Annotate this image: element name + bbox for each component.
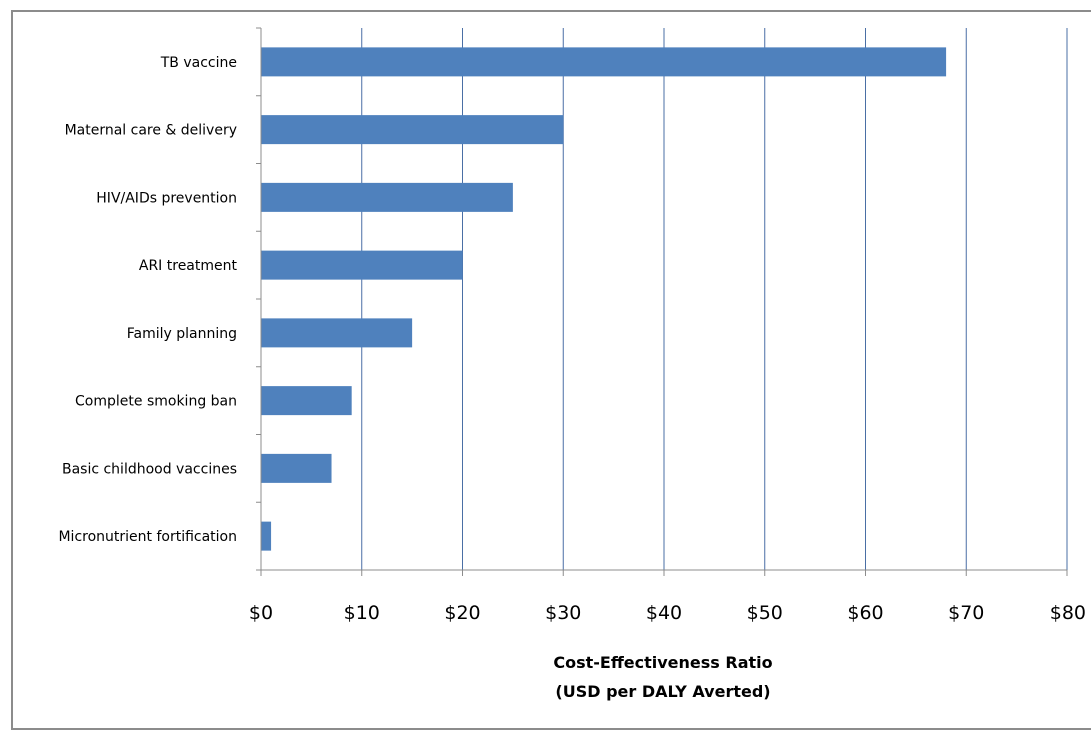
x-tick-label-0: $0 <box>249 602 273 624</box>
x-tick-label-80: $80 <box>1050 602 1086 624</box>
axes <box>256 27 1068 576</box>
category-label-6: Basic childhood vaccines <box>62 461 237 477</box>
x-tick-label-30: $30 <box>545 602 581 624</box>
category-labels: TB vaccine Maternal care & delivery HIV/AI… <box>58 55 237 545</box>
bar-3 <box>261 250 463 280</box>
x-axis-title-line2: (USD per DALY Averted) <box>555 682 770 701</box>
x-tick-label-70: $70 <box>948 602 984 624</box>
bar-6 <box>261 453 332 483</box>
bar-0 <box>261 47 947 77</box>
bar-2 <box>261 182 513 212</box>
category-label-1: Maternal care & delivery <box>65 123 237 139</box>
category-label-2: HIV/AIDs prevention <box>96 190 237 206</box>
x-tick-label-60: $60 <box>847 602 883 624</box>
bar-7 <box>261 521 272 551</box>
bar-1 <box>261 115 564 145</box>
category-label-0: TB vaccine <box>160 55 237 71</box>
grid-lines <box>361 28 1068 570</box>
category-label-7: Micronutrient fortification <box>58 529 237 545</box>
x-axis-title-line1: Cost-Effectiveness Ratio <box>553 653 772 672</box>
x-tick-label-50: $50 <box>747 602 783 624</box>
category-label-5: Complete smoking ban <box>75 394 237 410</box>
category-label-3: ARI treatment <box>139 258 238 274</box>
bars <box>261 47 947 551</box>
x-tick-label-20: $20 <box>444 602 480 624</box>
bar-5 <box>261 386 352 416</box>
tick-labels: $0 $10 $20 $30 $40 $50 $60 $70 $80 <box>249 602 1086 624</box>
category-label-4: Family planning <box>127 326 237 342</box>
x-tick-label-40: $40 <box>646 602 682 624</box>
x-tick-label-10: $10 <box>344 602 380 624</box>
bar-4 <box>261 318 413 348</box>
